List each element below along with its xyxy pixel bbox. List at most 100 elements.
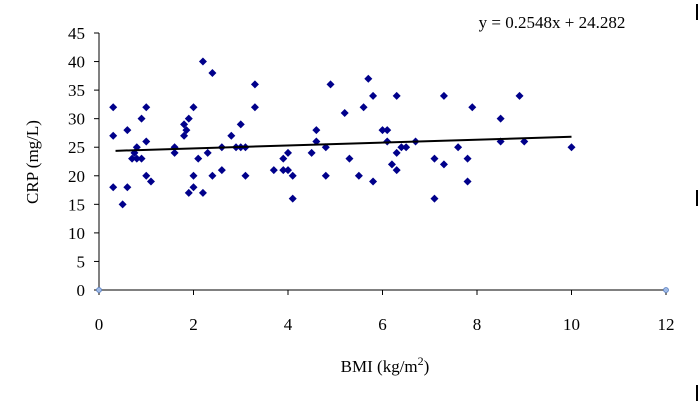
data-point xyxy=(184,188,193,197)
x-axis-title: BMI (kg/m2) xyxy=(341,354,430,376)
x-axis-title-superscript: 2 xyxy=(418,354,424,368)
data-point xyxy=(340,108,349,117)
data-point xyxy=(520,137,529,146)
data-point xyxy=(250,103,259,112)
data-point xyxy=(109,131,118,140)
data-point xyxy=(198,57,207,66)
axis-end-point xyxy=(96,287,102,293)
data-point xyxy=(208,171,217,180)
y-tick-label: 25 xyxy=(68,138,85,157)
data-point xyxy=(203,148,212,157)
data-point xyxy=(180,120,189,129)
x-tick-label: 0 xyxy=(95,315,104,334)
data-point xyxy=(430,194,439,203)
y-tick-label: 40 xyxy=(68,53,85,72)
data-point xyxy=(236,120,245,129)
data-point xyxy=(227,131,236,140)
data-point xyxy=(142,137,151,146)
data-point xyxy=(217,166,226,175)
data-point xyxy=(312,126,321,135)
data-point xyxy=(250,80,259,89)
data-point xyxy=(430,154,439,163)
y-tick-label: 0 xyxy=(77,281,86,300)
data-point xyxy=(123,126,132,135)
data-point xyxy=(208,68,217,77)
trendline xyxy=(115,135,572,152)
y-tick-label: 5 xyxy=(77,252,86,271)
data-point xyxy=(142,103,151,112)
x-tick-label: 2 xyxy=(189,315,198,334)
data-point xyxy=(463,154,472,163)
y-tick-label: 10 xyxy=(68,224,85,243)
data-point xyxy=(496,114,505,123)
data-point xyxy=(378,126,387,135)
data-point xyxy=(387,160,396,169)
data-point xyxy=(392,166,401,175)
data-point xyxy=(515,91,524,100)
data-point xyxy=(189,171,198,180)
data-point xyxy=(137,154,146,163)
data-point xyxy=(364,74,373,83)
data-point xyxy=(182,126,191,135)
data-point xyxy=(397,143,406,152)
data-point xyxy=(288,194,297,203)
y-tick-label: 15 xyxy=(68,195,85,214)
data-point xyxy=(463,177,472,186)
x-axis-title-tail: ) xyxy=(424,357,430,376)
data-point xyxy=(137,114,146,123)
data-point xyxy=(383,126,392,135)
data-point xyxy=(326,80,335,89)
data-point xyxy=(170,148,179,157)
plot-area: 0 5 10 15 20 25 30 35 40 45 0 2 4 6 8 10 12 xyxy=(68,24,675,334)
data-point xyxy=(109,103,118,112)
data-point xyxy=(142,171,151,180)
edge-marker xyxy=(696,190,698,206)
data-point xyxy=(194,154,203,163)
data-point xyxy=(284,166,292,175)
data-point xyxy=(567,143,576,152)
data-point xyxy=(288,171,297,180)
data-point xyxy=(402,143,411,152)
y-tick-label: 35 xyxy=(68,81,85,100)
data-point xyxy=(354,171,363,180)
data-point xyxy=(118,200,127,209)
data-point xyxy=(198,188,207,197)
data-point xyxy=(128,154,137,163)
data-point xyxy=(279,166,288,175)
data-point xyxy=(241,171,250,180)
data-point xyxy=(180,131,189,140)
edge-marker xyxy=(696,4,698,20)
data-point xyxy=(109,183,118,192)
data-point xyxy=(189,183,198,192)
data-point xyxy=(439,160,448,169)
y-tick-label: 30 xyxy=(68,110,85,129)
data-point xyxy=(369,177,378,186)
data-point xyxy=(439,91,448,100)
data-point xyxy=(369,91,378,100)
data-point xyxy=(312,137,321,146)
y-tick-label: 45 xyxy=(68,24,85,43)
data-point xyxy=(307,148,316,157)
trendline-equation: y = 0.2548x + 24.282 xyxy=(479,13,626,32)
x-tick-label: 10 xyxy=(563,315,580,334)
data-point xyxy=(392,148,401,157)
data-point xyxy=(184,114,193,123)
data-point xyxy=(359,103,368,112)
data-point xyxy=(454,143,463,152)
y-axis-title: CRP (mg/L) xyxy=(23,120,42,204)
data-point xyxy=(123,183,132,192)
data-point xyxy=(468,103,477,112)
data-point xyxy=(189,103,198,112)
data-point xyxy=(132,154,141,163)
x-axis-title-main: BMI (kg/m xyxy=(341,357,418,376)
axis-end-point xyxy=(663,287,669,293)
data-point xyxy=(269,166,278,175)
data-point xyxy=(146,177,155,186)
edge-marker xyxy=(696,385,698,401)
data-point xyxy=(279,154,288,163)
data-point xyxy=(345,154,354,163)
data-point xyxy=(392,91,401,100)
x-tick-label: 6 xyxy=(378,315,387,334)
x-tick-label: 8 xyxy=(473,315,482,334)
